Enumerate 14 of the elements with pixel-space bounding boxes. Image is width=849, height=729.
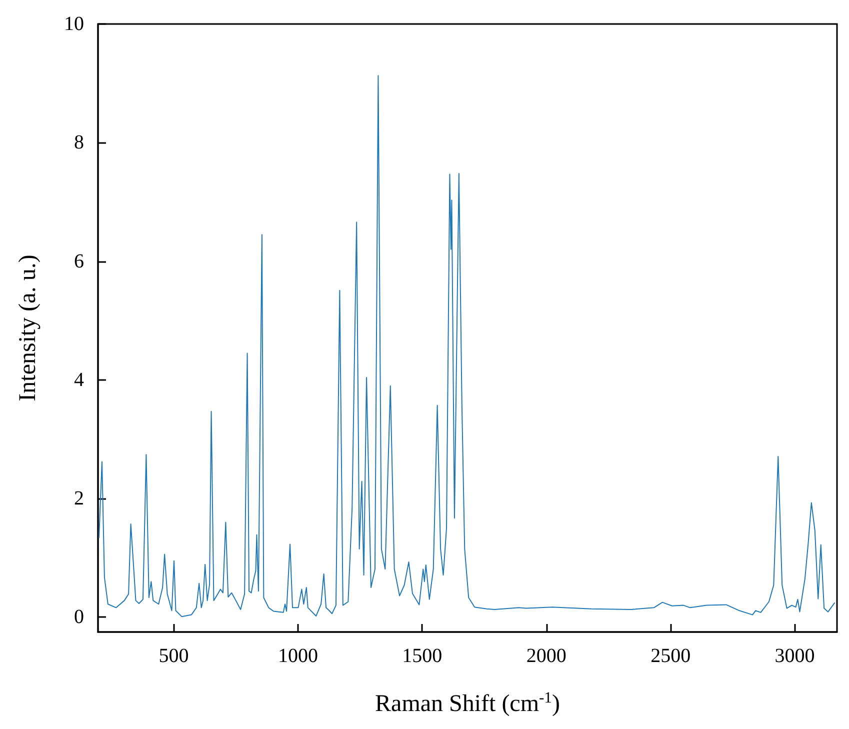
y-tick-label: 6 [74, 250, 84, 272]
y-tick-label: 4 [74, 368, 84, 391]
y-tick-label: 2 [74, 488, 84, 510]
x-tick-label: 1000 [278, 645, 318, 667]
x-tick-label: 2500 [650, 645, 691, 667]
x-tick-label: 2000 [526, 645, 566, 667]
line-series [98, 75, 836, 618]
y-axis-title: Intensity (a. u.) [15, 254, 41, 402]
x-tick-label: 1500 [402, 645, 442, 667]
x-tick-label: 3000 [774, 645, 815, 667]
y-tick-label: 8 [74, 132, 84, 154]
y-tick-label: 0 [74, 606, 84, 628]
x-tick-label: 500 [158, 645, 189, 667]
y-tick-label: 10 [64, 13, 84, 35]
